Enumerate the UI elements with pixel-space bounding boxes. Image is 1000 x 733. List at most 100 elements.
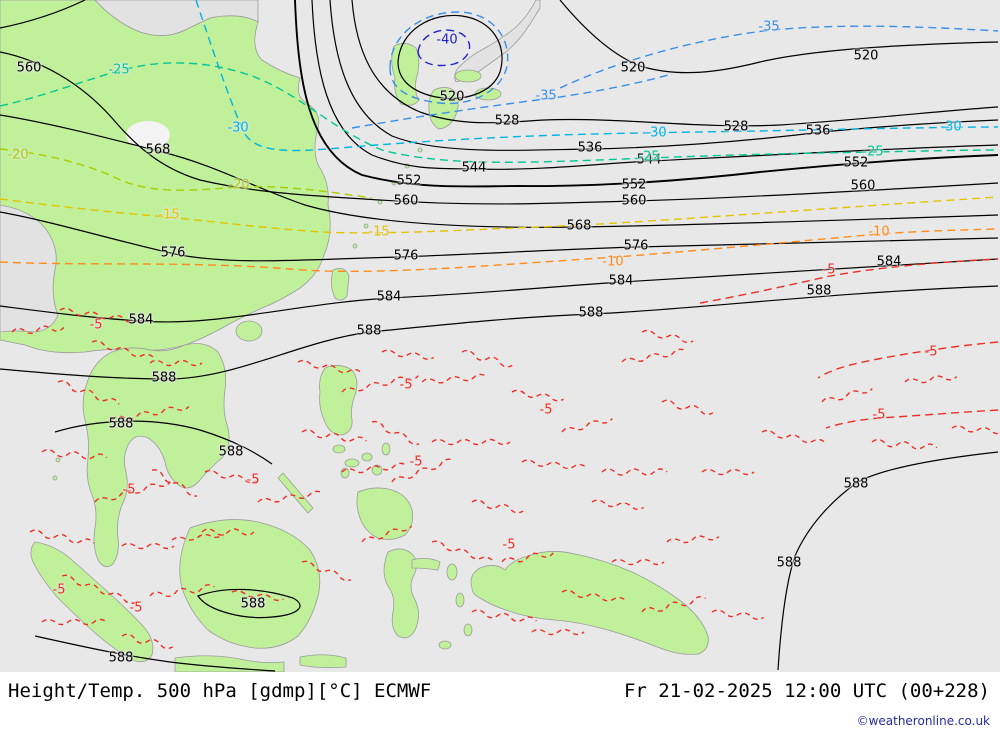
height-contour-588-southwest: [34, 635, 276, 672]
temp-contour-minus5-fragment: [951, 425, 1000, 435]
height-contour-576: [0, 211, 999, 262]
height-contour-corner: [0, 0, 86, 29]
height-contour-536: [329, 0, 999, 151]
temp-contour-minus5-fragment: [561, 418, 613, 433]
temp-contour-minus5-fragment: [501, 552, 554, 563]
temp-contour-minus5-fragment: [601, 468, 668, 476]
island-visayas-4: [371, 464, 383, 476]
temp-contour-minus5-fragment: [641, 596, 706, 613]
temp-contours: [0, 0, 1000, 650]
temp-contour-minus5-fragment: [431, 438, 511, 446]
temp-contour-minus5-fragment: [461, 349, 513, 368]
temp-contour-minus5-fragment: [471, 499, 524, 514]
temp-contour-minus5-fragment: [41, 448, 108, 460]
temp-contour-minus5-fragment: [561, 589, 627, 602]
island-andaman-1: [55, 457, 61, 463]
temp-contour-minus5-fragment: [611, 558, 665, 566]
temp-contour-minus5-fragment: [391, 458, 454, 483]
temp-contour-minus35-northeast: [559, 25, 999, 89]
temp-contour-minus5-fragment: [531, 628, 585, 636]
landmass-taiwan: [331, 268, 350, 301]
temp-contour-minus5-fragment: [431, 540, 495, 563]
temp-contour-minus5-fragment: [701, 468, 755, 476]
map-canvas: [0, 0, 1000, 672]
landmass-sulawesi-arm: [411, 558, 441, 571]
temp-contour-minus5-fragment: [591, 499, 645, 510]
island-ryukyu-1: [417, 147, 423, 153]
temp-contour-minus5-fragment: [57, 380, 120, 405]
island-moluccas-1: [446, 563, 458, 581]
temp-contour-minus5-fragment: [361, 525, 413, 543]
landmass-shikoku: [474, 87, 502, 101]
temp-contour-minus5-fragment: [301, 560, 352, 582]
temp-contour-minus5-right-a: [699, 258, 999, 304]
height-contour-588-borneo: [197, 588, 301, 619]
island-ryukyu-5: [363, 223, 369, 229]
temp-contour-minus10: [0, 228, 999, 273]
temp-contour-minus5-fragment: [371, 420, 420, 445]
island-samar: [381, 442, 391, 456]
height-contour-584: [0, 258, 999, 323]
temp-contour-minus5-fragment: [471, 609, 537, 623]
island-visayas-2: [344, 458, 360, 468]
landmass-himalaya: [0, 204, 59, 333]
temp-contour-minus5-fragment: [297, 359, 363, 374]
copyright-link[interactable]: ©weatheronline.co.uk: [856, 714, 990, 728]
temp-contour-minus5-fragment: [621, 348, 687, 363]
temp-contour-minus40: [417, 29, 471, 67]
landmass-sumatra: [30, 541, 154, 663]
temp-contour-minus15: [0, 196, 999, 234]
temp-contour-minus5-fragment: [511, 389, 564, 402]
temp-contour-minus5-fragment: [231, 590, 284, 602]
landmass-java-west: [174, 655, 285, 672]
landmass-new-guinea: [470, 551, 709, 655]
island-moluccas-3: [463, 623, 473, 637]
temp-contour-minus35-mid: [351, 73, 673, 129]
footer-bar: Height/Temp. 500 hPa [gdmp][°C] ECMWF Fr…: [0, 672, 1000, 733]
temp-contour-minus5-fragment: [121, 542, 175, 550]
height-contour-520-low: [397, 14, 503, 99]
landmass-palawan: [277, 472, 314, 514]
island-moluccas-4: [438, 640, 452, 650]
weather-map: 560 568 576 584 588 520 520 520 528 528 536 536 544 5…: [0, 0, 1000, 672]
temp-contour-minus5-fragment: [171, 533, 225, 541]
temp-contour-minus5-fragment: [257, 490, 323, 503]
temp-contour-minus30: [195, 0, 999, 152]
temp-contour-minus5-fragment: [381, 349, 435, 360]
island-visayas-1: [332, 444, 346, 454]
temp-contour-minus5-fragment: [521, 459, 588, 470]
temp-contour-minus5-fragment: [421, 373, 488, 384]
temp-contour-minus5-fragment: [201, 528, 255, 536]
height-contour-588: [0, 285, 999, 380]
temp-contour-minus5-fragments: [11, 307, 1000, 650]
snow-patch: [126, 121, 170, 149]
temp-contour-minus20: [0, 148, 373, 199]
landmass-honshu: [454, 0, 541, 83]
height-contour-520: [559, 0, 999, 74]
landmass-indochina: [82, 343, 230, 568]
temp-contour-minus5-fragment: [149, 584, 215, 598]
temp-contour-minus5-fragment: [151, 469, 198, 497]
height-contour-588-right: [777, 451, 999, 671]
temp-contour-minus5-fragment: [871, 438, 938, 450]
temp-contour-minus5-fragment: [301, 429, 367, 443]
landmass-java-east: [299, 654, 347, 669]
temp-contour-minus5-fragment: [204, 469, 257, 484]
height-contour-528: [351, 0, 999, 127]
landmass-korea: [391, 43, 420, 106]
map-title: Height/Temp. 500 hPa [gdmp][°C] ECMWF: [8, 680, 432, 702]
temp-contour-minus25: [0, 62, 999, 163]
temp-contour-minus5-fragment: [149, 359, 203, 367]
land-shapes: [0, 0, 709, 672]
landmass-mindanao: [356, 487, 414, 540]
island-ryukyu-6: [352, 243, 358, 249]
landmass-mongolia: [94, 0, 259, 36]
temp-contour-minus5-fragment: [11, 325, 65, 335]
landmass-honshu-tip: [454, 69, 482, 83]
temp-contour-minus5-fragment: [666, 535, 720, 544]
temp-contour-minus5-fragment: [121, 633, 174, 650]
map-datetime: Fr 21-02-2025 12:00 UTC (00+228): [623, 680, 990, 702]
height-contour-560: [0, 51, 999, 205]
height-contour-568: [0, 114, 999, 228]
